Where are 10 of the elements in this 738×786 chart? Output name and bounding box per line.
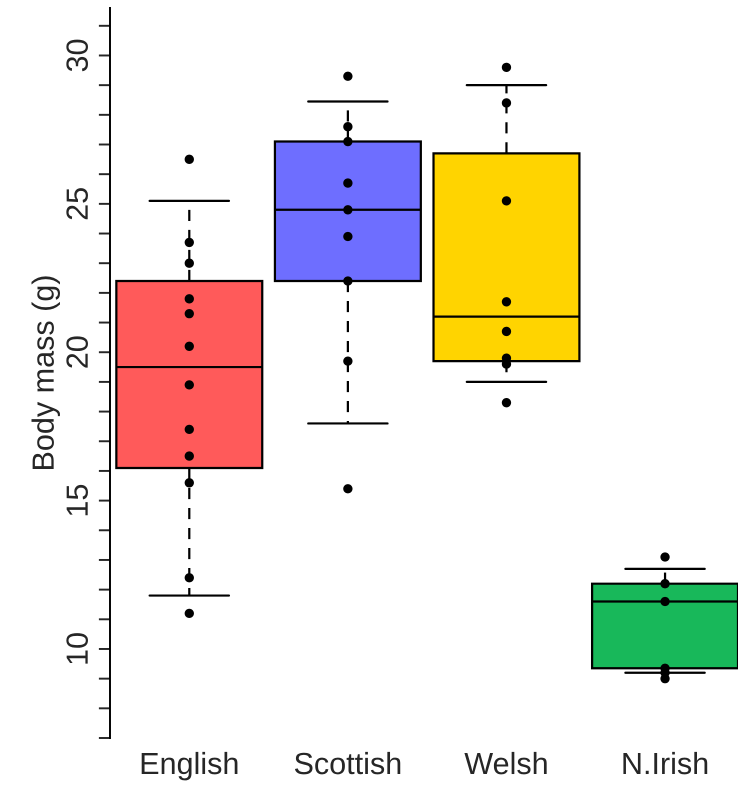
x-tick-label: Scottish [294, 752, 400, 774]
y-tick-label: 10 [66, 633, 88, 664]
x-tick-label: Welsh [464, 752, 547, 774]
y-axis-title: Body mass (g) [32, 276, 60, 469]
y-tick-label: 30 [66, 40, 88, 72]
x-tick-label: English [142, 752, 238, 780]
x-tick-label: N.Irish [623, 752, 708, 774]
y-tick-label: 15 [66, 484, 88, 516]
y-tick-label: 20 [66, 336, 88, 368]
y-tick-label: 25 [66, 188, 88, 220]
